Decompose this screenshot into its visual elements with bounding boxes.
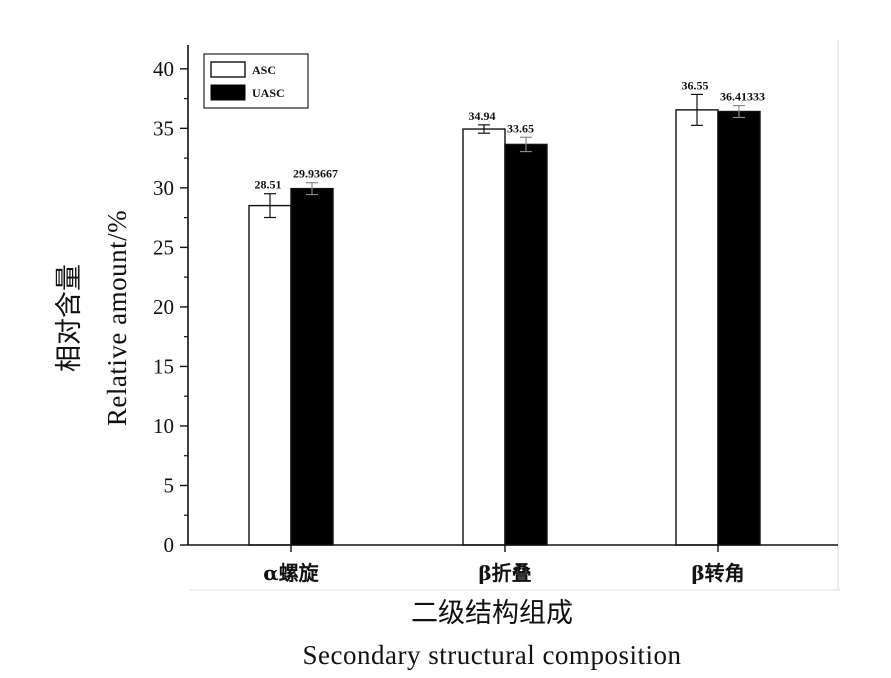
- bar-uasc: [717, 110, 761, 546]
- x-axis: α螺旋 β折叠 β转角: [188, 544, 838, 585]
- x-axis-title-cn: 二级结构组成: [411, 598, 573, 629]
- bar-uasc: [290, 187, 334, 546]
- y-tick-label: 5: [164, 473, 175, 497]
- data-label: 29.93667: [293, 167, 338, 181]
- bar-asc: [462, 128, 506, 546]
- legend-swatch-asc: [210, 61, 246, 78]
- legend-label-uasc: UASC: [252, 86, 285, 100]
- legend-label-asc: ASC: [252, 63, 276, 77]
- y-tick-label: 30: [153, 176, 174, 200]
- bar-asc: [675, 109, 719, 546]
- bar-asc: [248, 204, 292, 546]
- data-label: 36.41333: [720, 90, 765, 104]
- data-label: 34.94: [469, 109, 496, 123]
- y-axis-title-cn: 相对含量: [54, 264, 85, 372]
- legend: ASC UASC: [203, 53, 309, 109]
- x-axis-title-en: Secondary structural composition: [303, 640, 682, 670]
- bar-uasc: [504, 143, 548, 546]
- y-axis-title: 相对含量 Relative amount/%: [54, 210, 132, 426]
- data-label: 28.51: [255, 178, 282, 192]
- y-axis: 0 5 10 15 20 25 30 35 40: [153, 45, 189, 557]
- y-tick-label: 25: [153, 235, 174, 259]
- data-label: 36.55: [682, 78, 709, 92]
- y-tick-label: 15: [153, 354, 174, 378]
- y-tick-label: 10: [153, 414, 174, 438]
- x-tick-label: β转角: [691, 561, 744, 585]
- y-tick-label: 0: [164, 533, 175, 557]
- y-axis-title-en: Relative amount/%: [102, 210, 132, 426]
- y-tick-label: 40: [153, 57, 174, 81]
- y-tick-label: 35: [153, 116, 174, 140]
- bars: 28.51 29.93667 34.94 33.65 36.55 36.41333: [248, 78, 765, 546]
- legend-swatch-uasc: [210, 84, 246, 101]
- x-tick-label: α螺旋: [263, 561, 319, 585]
- y-tick-label: 20: [153, 295, 174, 319]
- x-tick-label: β折叠: [478, 561, 531, 585]
- data-label: 33.65: [507, 121, 534, 135]
